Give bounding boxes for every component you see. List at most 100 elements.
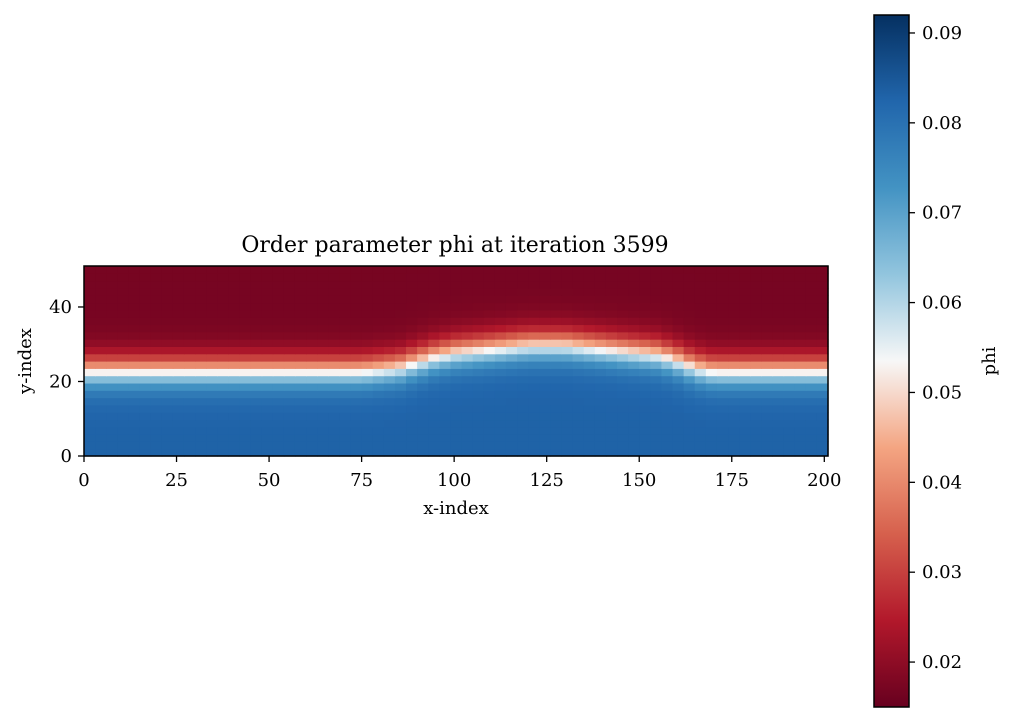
heatmap-cell bbox=[84, 382, 96, 391]
heatmap-cell bbox=[328, 324, 340, 333]
heatmap-cell bbox=[383, 419, 396, 428]
heatmap-cell bbox=[639, 324, 651, 333]
heatmap-cell bbox=[217, 339, 229, 347]
heatmap-cell bbox=[517, 448, 529, 457]
heatmap-cell bbox=[728, 441, 740, 450]
heatmap-cell bbox=[283, 390, 296, 399]
heatmap-cell bbox=[250, 280, 263, 289]
heatmap-cell bbox=[139, 419, 152, 428]
heatmap-cell bbox=[161, 339, 174, 347]
heatmap-cell bbox=[605, 339, 618, 347]
heatmap-cell bbox=[794, 331, 807, 340]
heatmap-cell bbox=[694, 353, 707, 362]
heatmap-cell bbox=[106, 331, 118, 340]
heatmap-cell bbox=[372, 390, 385, 399]
heatmap-cell bbox=[294, 397, 307, 406]
heatmap-cell bbox=[161, 317, 174, 326]
heatmap-cell bbox=[228, 346, 241, 355]
heatmap-cell bbox=[683, 331, 696, 340]
heatmap-cell bbox=[739, 346, 751, 355]
heatmap-cell bbox=[539, 295, 551, 304]
heatmap-cell bbox=[639, 441, 651, 450]
heatmap-cell bbox=[728, 412, 740, 421]
heatmap-cell bbox=[217, 273, 229, 282]
heatmap-cell bbox=[750, 390, 762, 399]
heatmap-cell bbox=[617, 397, 629, 406]
heatmap-cell bbox=[794, 382, 807, 391]
heatmap-cell bbox=[561, 339, 574, 347]
heatmap-cell bbox=[750, 339, 762, 347]
heatmap-cell bbox=[505, 295, 518, 304]
heatmap-cell bbox=[394, 295, 407, 304]
heatmap-cell bbox=[317, 302, 329, 311]
heatmap-cell bbox=[572, 331, 585, 340]
heatmap-cell bbox=[605, 426, 618, 435]
heatmap-cell bbox=[361, 287, 374, 296]
heatmap-cell bbox=[517, 404, 529, 413]
heatmap-cell bbox=[617, 273, 629, 282]
heatmap-cell bbox=[728, 339, 740, 347]
heatmap-cell bbox=[517, 419, 529, 428]
heatmap-cell bbox=[750, 404, 762, 413]
heatmap-cell bbox=[250, 390, 263, 399]
heatmap-cell bbox=[406, 295, 418, 304]
heatmap-cell bbox=[161, 309, 174, 318]
heatmap-cell bbox=[228, 419, 241, 428]
heatmap-cell bbox=[816, 382, 829, 391]
heatmap-cell bbox=[84, 434, 96, 442]
heatmap-cell bbox=[494, 390, 507, 399]
heatmap-cell bbox=[239, 324, 252, 333]
heatmap-cell bbox=[494, 382, 507, 391]
heatmap-cell bbox=[95, 346, 107, 355]
heatmap-cell bbox=[572, 273, 585, 282]
heatmap-cell bbox=[372, 397, 385, 406]
heatmap-cell bbox=[583, 426, 596, 435]
heatmap-cell bbox=[161, 390, 174, 399]
heatmap-cell bbox=[739, 404, 751, 413]
heatmap-cell bbox=[239, 412, 252, 421]
heatmap-cell bbox=[372, 375, 385, 384]
heatmap-cell bbox=[383, 426, 396, 435]
heatmap-cell bbox=[772, 426, 785, 435]
heatmap-cell bbox=[195, 309, 207, 318]
heatmap-cell bbox=[505, 441, 518, 450]
heatmap-cell bbox=[183, 280, 196, 289]
heatmap-cell bbox=[272, 404, 285, 413]
heatmap-cell bbox=[617, 324, 629, 333]
heatmap-cell bbox=[183, 346, 196, 355]
heatmap-cell bbox=[639, 434, 651, 442]
heatmap-cell bbox=[561, 302, 574, 311]
heatmap-cell bbox=[95, 397, 107, 406]
heatmap-cell bbox=[128, 295, 141, 304]
heatmap-cell bbox=[705, 434, 718, 442]
heatmap-cell bbox=[694, 339, 707, 347]
heatmap-cell bbox=[672, 404, 685, 413]
heatmap-cell bbox=[661, 419, 674, 428]
heatmap-cell bbox=[439, 353, 452, 362]
heatmap-cell bbox=[561, 382, 574, 391]
heatmap-cell bbox=[705, 317, 718, 326]
heatmap-cell bbox=[716, 309, 729, 318]
heatmap-cell bbox=[106, 426, 118, 435]
heatmap-cell bbox=[594, 404, 607, 413]
heatmap-cell bbox=[461, 368, 474, 377]
heatmap-cell bbox=[328, 280, 340, 289]
heatmap-cell bbox=[294, 368, 307, 377]
heatmap-cell bbox=[350, 280, 363, 289]
heatmap-cell bbox=[117, 397, 130, 406]
heatmap-cell bbox=[250, 448, 263, 457]
heatmap-cell bbox=[383, 368, 396, 377]
heatmap-cell bbox=[272, 426, 285, 435]
heatmap-cell bbox=[661, 426, 674, 435]
heatmap-cell bbox=[783, 331, 796, 340]
heatmap-cell bbox=[417, 390, 429, 399]
heatmap-cell bbox=[739, 339, 751, 347]
heatmap-cell bbox=[139, 353, 152, 362]
heatmap-cell bbox=[816, 346, 829, 355]
heatmap-cell bbox=[139, 448, 152, 457]
heatmap-cell bbox=[761, 397, 774, 406]
heatmap-cell bbox=[561, 419, 574, 428]
heatmap-cell bbox=[117, 317, 130, 326]
heatmap-cell bbox=[428, 287, 440, 296]
heatmap-cell bbox=[317, 397, 329, 406]
